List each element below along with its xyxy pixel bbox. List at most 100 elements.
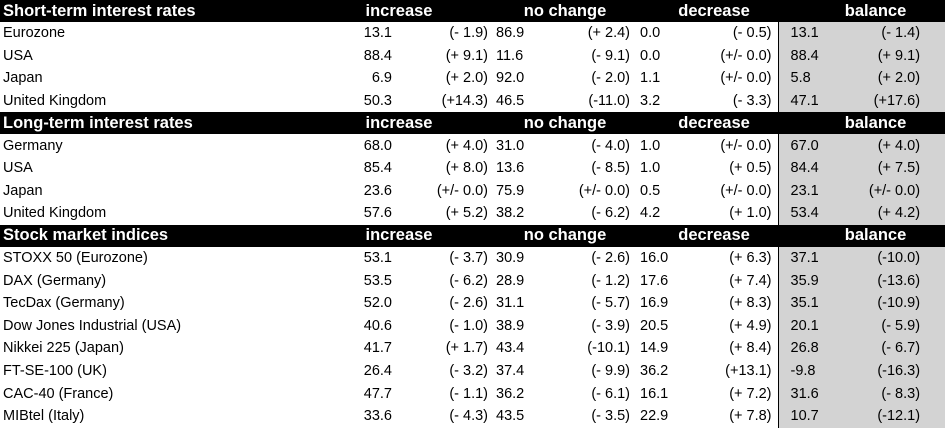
table-row: Eurozone 13.1 (- 1.9) 86.9 (+ 2.4) 0.0 (- 0.5)…: [0, 22, 945, 45]
cell-decrease-change: (- 0.5): [732, 25, 772, 42]
cell-increase: 40.6: [363, 317, 392, 334]
cell-no-change: 13.6: [496, 160, 525, 177]
cell-no-change-change: (- 8.5): [591, 160, 631, 177]
row-label: United Kingdom: [3, 93, 107, 110]
table-row: United Kingdom 50.3 (+14.3) 46.5 (-11.0) 3.2 (…: [0, 89, 945, 113]
cell-balance: 84.4: [777, 156, 847, 180]
cell-no-change: 38.2: [496, 205, 525, 222]
table-row: CAC-40 (France) 47.7 (- 1.1) 36.2 (- 6.1) 16.…: [0, 382, 945, 405]
table-row: Japan 6.9 (+ 2.0) 92.0 (- 2.0) 1.1 (+/- 0.0) 5.…: [0, 67, 945, 90]
cell-no-change-change: (- 9.1): [591, 47, 631, 64]
cell-decrease: 0.0: [640, 25, 661, 42]
cell-no-change: 31.0: [496, 137, 525, 154]
cell-decrease: 36.2: [640, 363, 669, 380]
cell-decrease-change: (+13.1): [725, 363, 772, 380]
column-header-no-change: no change: [494, 112, 637, 135]
column-header-decrease: decrease: [636, 224, 779, 247]
row-label: Eurozone: [3, 25, 66, 42]
cell-balance-change: (-16.3): [846, 359, 945, 383]
cell-decrease: 22.9: [640, 408, 669, 425]
cell-increase-change: (+ 5.2): [445, 205, 488, 222]
cell-balance: 26.8: [777, 337, 847, 360]
cell-increase-change: (- 2.6): [449, 295, 488, 312]
cell-balance: 10.7: [777, 404, 847, 428]
cell-decrease-change: (+ 8.4): [729, 340, 772, 357]
cell-no-change-change: (- 6.2): [591, 205, 631, 222]
cell-decrease-change: (+ 1.0): [729, 205, 772, 222]
cell-increase: 52.0: [363, 295, 392, 312]
cell-balance-change: (- 1.4): [846, 22, 945, 45]
cell-decrease-change: (+ 7.4): [729, 272, 772, 289]
cell-balance: 5.8: [777, 67, 847, 90]
cell-no-change: 38.9: [496, 317, 525, 334]
cell-no-change: 43.4: [496, 340, 525, 357]
cell-increase-change: (+ 1.7): [445, 340, 488, 357]
cell-no-change: 43.5: [496, 408, 525, 425]
cell-decrease: 14.9: [640, 340, 669, 357]
cell-no-change: 46.5: [496, 93, 525, 110]
cell-no-change: 37.4: [496, 363, 525, 380]
cell-increase-change: (- 3.2): [449, 363, 488, 380]
cell-balance-change: (- 6.7): [846, 337, 945, 360]
cell-no-change-change: (- 5.7): [591, 295, 631, 312]
row-label: CAC-40 (France): [3, 385, 114, 402]
cell-increase: 26.4: [363, 363, 392, 380]
cell-increase-change: (+ 2.0): [445, 70, 488, 87]
section-header-row: Short-term interest rates increase no chan…: [0, 0, 945, 22]
table-row: USA 88.4 (+ 9.1) 11.6 (- 9.1) 0.0 (+/- 0.0) 88.…: [0, 44, 945, 68]
table-row: Nikkei 225 (Japan) 41.7 (+ 1.7) 43.4 (-10.1)…: [0, 337, 945, 360]
table-row: FT-SE-100 (UK) 26.4 (- 3.2) 37.4 (- 9.9) 36.2…: [0, 359, 945, 383]
cell-balance: 88.4: [777, 44, 847, 68]
cell-increase: 53.5: [363, 272, 392, 289]
cell-no-change: 30.9: [496, 250, 525, 267]
row-label: TecDax (Germany): [3, 295, 125, 312]
section-header-row: Stock market indices increase no change dec…: [0, 224, 945, 247]
row-label: MIBtel (Italy): [3, 408, 85, 425]
cell-decrease-change: (- 3.3): [732, 93, 772, 110]
cell-increase-change: (+ 8.0): [445, 160, 488, 177]
cell-increase: 85.4: [363, 160, 392, 177]
row-label: USA: [3, 160, 33, 177]
cell-balance: 35.1: [777, 291, 847, 315]
section-title: Long-term interest rates: [0, 112, 338, 135]
cell-decrease-change: (+ 8.3): [729, 295, 772, 312]
cell-decrease-change: (+/- 0.0): [720, 182, 772, 199]
cell-decrease: 3.2: [640, 93, 661, 110]
cell-balance: 31.6: [777, 382, 847, 405]
row-label: USA: [3, 47, 33, 64]
cell-balance: 35.9: [777, 269, 847, 292]
cell-no-change-change: (- 1.2): [591, 272, 631, 289]
cell-decrease-change: (+/- 0.0): [720, 137, 772, 154]
cell-no-change-change: (-10.1): [587, 340, 631, 357]
cell-balance-change: (-13.6): [846, 269, 945, 292]
column-header-no-change: no change: [494, 0, 637, 22]
cell-balance-change: (- 8.3): [846, 382, 945, 405]
cell-balance: 23.1: [777, 179, 847, 203]
cell-no-change-change: (- 4.0): [591, 137, 631, 154]
cell-decrease: 4.2: [640, 205, 661, 222]
cell-no-change-change: (- 6.1): [591, 385, 631, 402]
column-header-increase: increase: [338, 112, 494, 135]
cell-no-change-change: (- 2.6): [591, 250, 631, 267]
cell-decrease-change: (+ 4.9): [729, 317, 772, 334]
cell-no-change: 92.0: [496, 70, 525, 87]
row-label: United Kingdom: [3, 205, 107, 222]
cell-no-change: 28.9: [496, 272, 525, 289]
row-label: Japan: [3, 182, 43, 199]
row-label: Nikkei 225 (Japan): [3, 340, 124, 357]
table-row: USA 85.4 (+ 8.0) 13.6 (- 8.5) 1.0 (+ 0.5) 84.4(…: [0, 156, 945, 180]
section-header-row: Long-term interest rates increase no chang…: [0, 112, 945, 135]
cell-balance: 53.4: [777, 202, 847, 225]
cell-increase: 6.9: [371, 70, 392, 87]
column-header-increase: increase: [338, 0, 494, 22]
table-row: Japan 23.6 (+/- 0.0) 75.9 (+/- 0.0) 0.5 (+/- 0…: [0, 179, 945, 203]
cell-balance-change: (-10.9): [846, 291, 945, 315]
table-row: Dow Jones Industrial (USA) 40.6 (- 1.0) 38.…: [0, 314, 945, 338]
cell-decrease: 17.6: [640, 272, 669, 289]
cell-decrease-change: (+/- 0.0): [720, 47, 772, 64]
cell-decrease-change: (+ 7.8): [729, 408, 772, 425]
cell-increase: 23.6: [363, 182, 392, 199]
cell-increase: 13.1: [363, 25, 392, 42]
cell-balance-change: (+17.6): [846, 89, 945, 113]
